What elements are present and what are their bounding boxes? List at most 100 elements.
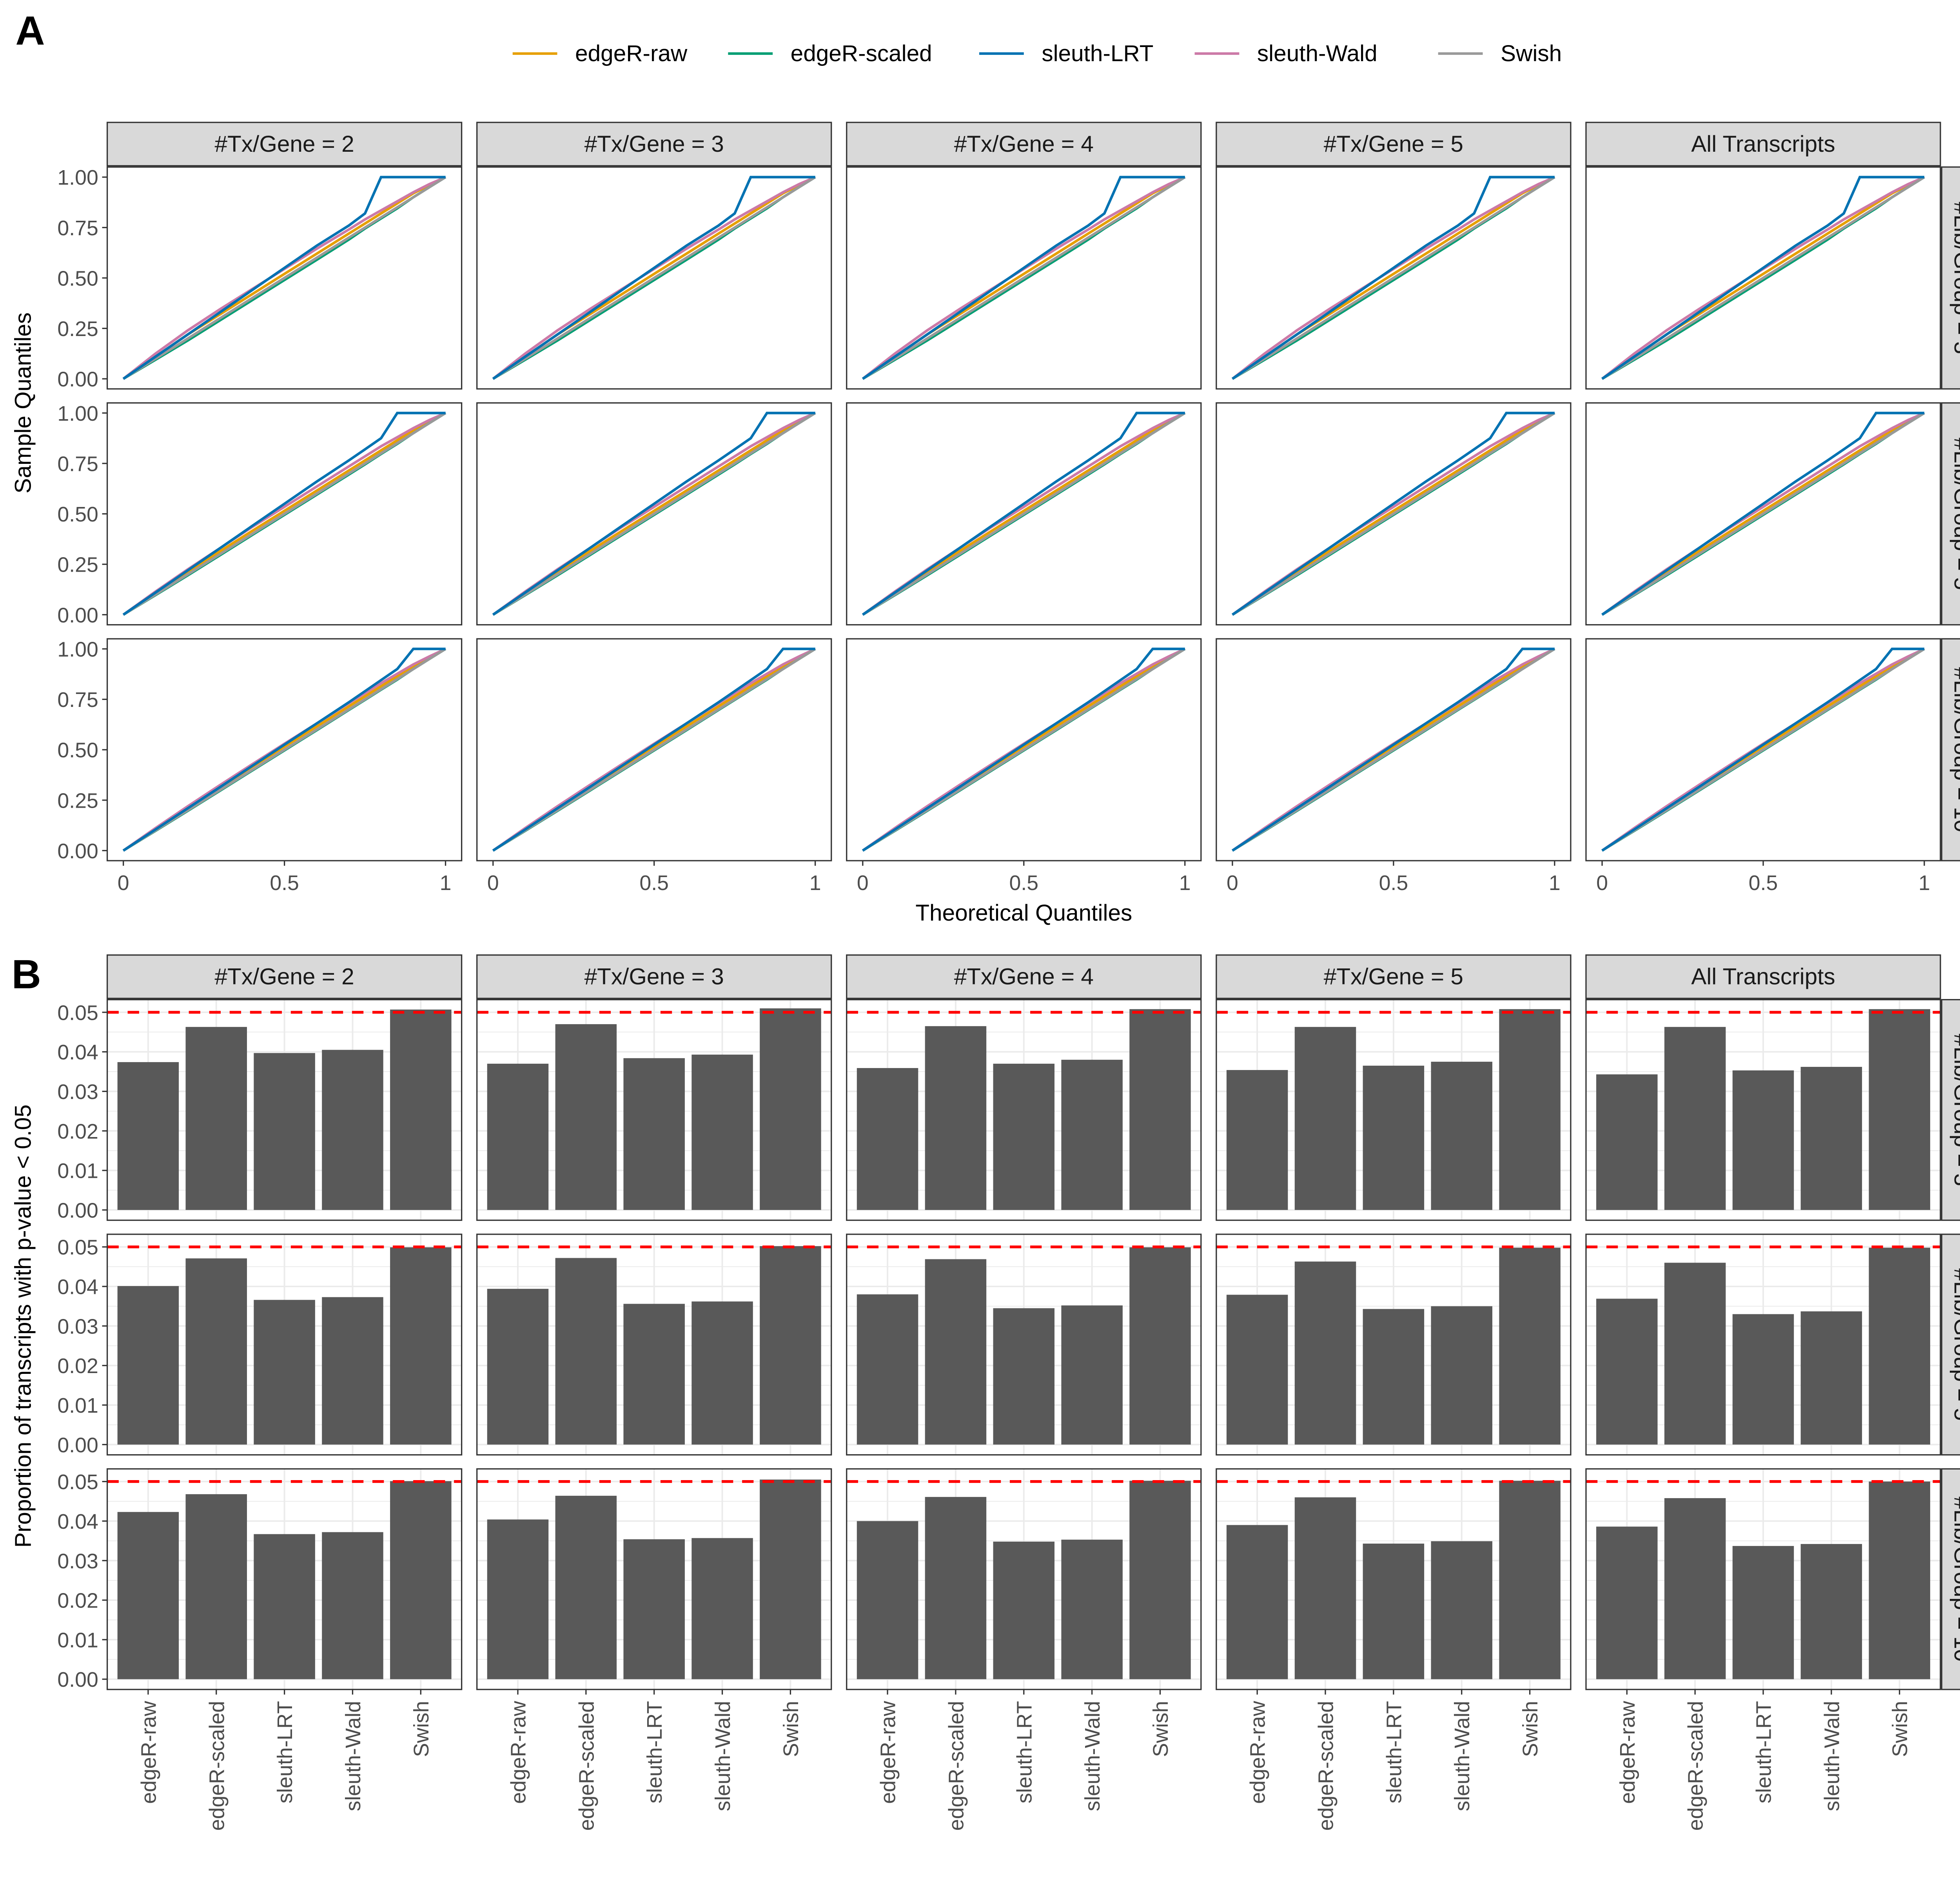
column-strip-label: #Tx/Gene = 2 [215,131,354,157]
series-line-Swish [1601,176,1925,380]
bar-sleuth-Wald [1800,1311,1862,1445]
series-line-sleuth-LRT [862,412,1185,616]
bar-Swish [760,1008,821,1210]
legend-label: sleuth-LRT [1042,41,1153,66]
bar-sleuth-LRT [254,1300,315,1445]
x-tick-label: Swish [410,1701,433,1757]
y-tick-label: 0.00 [57,1668,98,1691]
b-y-axis-title: Proportion of transcripts with p-value <… [10,1104,36,1548]
bar-sleuth-Wald [1061,1059,1123,1210]
x-tick-label: edgeR-scaled [944,1701,968,1831]
bar-Swish [1129,1247,1191,1445]
y-tick-label: 0.02 [57,1354,98,1378]
y-tick-label: 0.00 [57,368,98,391]
y-tick-label: 0.50 [57,267,98,290]
bar-edgeR-scaled [1664,1498,1726,1679]
row-strip-label: #Lib/Group = 5 [1949,438,1960,590]
series-line-Swish [122,648,446,852]
x-tick-label: 0 [118,871,129,895]
series-line-sleuth-LRT [492,176,815,380]
bar-edgeR-raw [1226,1070,1288,1210]
x-tick-label: sleuth-Wald [1820,1701,1844,1811]
panel-border [1216,1468,1572,1690]
bar-Swish [1869,1248,1930,1445]
y-tick-label: 0.01 [57,1159,98,1183]
x-tick-label: 1 [809,871,821,895]
y-tick-label: 0.25 [57,317,98,341]
y-tick-label: 0.50 [57,739,98,762]
bar-sleuth-LRT [1732,1546,1794,1679]
x-tick-label: 0.5 [639,871,669,895]
legend-label: sleuth-Wald [1257,41,1377,66]
bar-edgeR-raw [1596,1074,1658,1210]
x-tick-label: sleuth-LRT [1382,1701,1406,1803]
bar-sleuth-LRT [254,1534,315,1679]
column-strip [846,122,1202,167]
series-line-Swish [862,648,1186,852]
panel-border [1216,166,1572,390]
x-tick-label: edgeR-raw [1246,1701,1270,1804]
x-tick-label: 0 [487,871,499,895]
bar-edgeR-raw [1596,1526,1658,1679]
row-strip [1941,1233,1960,1456]
x-tick-label: edgeR-scaled [1314,1701,1338,1831]
x-tick-label: edgeR-raw [506,1701,530,1804]
bar-sleuth-LRT [1732,1070,1794,1210]
y-tick-label: 0.05 [57,1236,98,1259]
bar-sleuth-LRT [254,1053,315,1210]
panel-border [476,402,832,626]
row-strip [1941,638,1960,861]
y-tick-label: 0.02 [57,1120,98,1143]
column-strip [476,954,832,999]
bar-sleuth-LRT [993,1063,1055,1210]
bar-Swish [1129,1481,1191,1679]
row-strip [1941,402,1960,626]
y-tick-label: 0.00 [57,839,98,863]
qq-plot-grid: #Tx/Gene = 2 #Tx/Gene = 3 #Tx/Gene = 4 #Tx/… [57,122,1960,895]
row-strip-label: #Lib/Group = 3 [1949,202,1960,354]
bar-panel [1585,1468,1941,1690]
bar-sleuth-LRT [993,1541,1055,1679]
bar-edgeR-raw [1226,1295,1288,1445]
bar-sleuth-Wald [322,1532,383,1679]
y-tick-label: 0.50 [57,503,98,526]
bar-panel [1216,1468,1572,1690]
series-line-sleuth-LRT [492,647,815,852]
panel-border [106,1468,463,1690]
series-line-sleuth-LRT [492,412,815,616]
bar-panel [1585,1233,1941,1456]
bar-sleuth-Wald [1431,1061,1492,1210]
qq-panel [476,402,832,626]
legend-item: edgeR-scaled [728,41,932,66]
series-line-sleuth-Wald [1231,176,1555,380]
legend: edgeR-raw edgeR-scaled sleuth-LRT sleuth-Wa… [512,41,1562,66]
panel-border [1585,999,1941,1221]
panel-border [846,166,1202,390]
bar-panel [1216,999,1572,1221]
column-strip [1585,122,1941,167]
bar-sleuth-LRT [1732,1314,1794,1445]
x-tick-label: edgeR-raw [877,1701,900,1804]
y-tick-label: 0.02 [57,1589,98,1613]
x-tick-label: sleuth-LRT [1752,1701,1775,1803]
row-strip [1941,999,1960,1221]
panel-border [846,999,1202,1221]
bar-edgeR-raw [117,1512,179,1679]
bar-Swish [390,1481,452,1679]
series-line-Swish [1232,176,1555,380]
column-strip-label: #Tx/Gene = 5 [1324,964,1463,990]
y-tick-label: 0.04 [57,1041,98,1064]
x-tick-label: sleuth-LRT [643,1701,666,1803]
x-tick-label: 1 [1179,871,1191,895]
panel-border [106,166,463,390]
x-tick-label: 0.5 [270,871,299,895]
qq-panel [1216,166,1572,390]
bar-chart-grid: #Tx/Gene = 2 #Tx/Gene = 3 #Tx/Gene = 4 #Tx/… [57,954,1960,1831]
x-tick-label: edgeR-scaled [205,1701,229,1831]
bar-panel [846,1233,1202,1456]
qq-panel [106,402,463,626]
bar-edgeR-raw [487,1289,549,1445]
series-line-sleuth-LRT [1601,412,1925,616]
bar-edgeR-raw [857,1521,918,1679]
